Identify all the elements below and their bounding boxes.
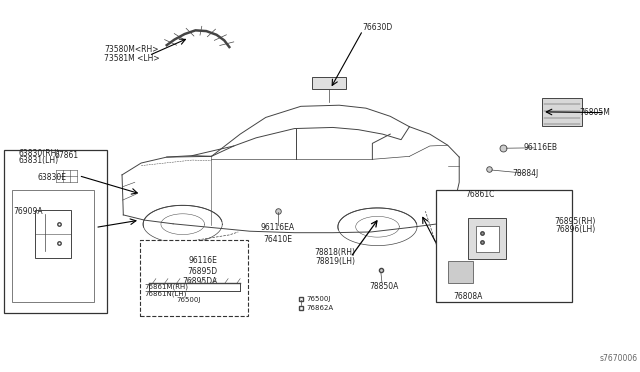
Text: 96116EA: 96116EA [260,223,295,232]
Bar [448,261,473,283]
Text: 76410E: 76410E [263,235,292,244]
Text: 76861C: 76861C [465,190,494,199]
Bar [54,169,79,183]
Text: 78819(LH): 78819(LH) [316,257,355,266]
Text: 63830(RH): 63830(RH) [19,149,60,158]
Bar [436,190,572,302]
Bar [468,218,506,259]
Text: 73580M<RH>: 73580M<RH> [104,45,159,54]
Text: 78850A: 78850A [369,282,399,291]
Text: 96116EB: 96116EB [524,143,557,152]
Text: 67861: 67861 [54,151,79,160]
Text: 76861M(RH): 76861M(RH) [145,283,188,290]
Text: 76861N(LH): 76861N(LH) [145,290,187,297]
Text: 76895D: 76895D [188,267,218,276]
Bar [4,150,108,313]
Text: s7670006: s7670006 [599,354,637,363]
Text: 76500J: 76500J [306,296,330,302]
Text: 78884J: 78884J [513,169,539,177]
Text: 76895(RH): 76895(RH) [554,217,596,226]
Text: 76500J: 76500J [177,297,201,303]
Text: 78818(RH): 78818(RH) [315,248,356,257]
Text: 73581M <LH>: 73581M <LH> [104,54,159,62]
Bar [12,190,94,302]
Bar [476,226,499,251]
Text: 76896(LH): 76896(LH) [556,225,596,234]
Text: 63830E: 63830E [37,173,67,182]
Text: 76895DA: 76895DA [182,277,218,286]
Text: 76805M: 76805M [580,108,611,117]
Bar [35,210,71,258]
Text: 76909A: 76909A [13,207,43,216]
Text: 76630D: 76630D [363,23,393,32]
Bar [140,240,248,317]
Text: 76862A: 76862A [306,305,333,311]
Text: 96116E: 96116E [189,256,218,265]
Bar [312,77,346,89]
Bar [542,98,582,126]
Text: 76808A: 76808A [454,292,483,301]
Text: 63831(LH): 63831(LH) [19,156,59,165]
